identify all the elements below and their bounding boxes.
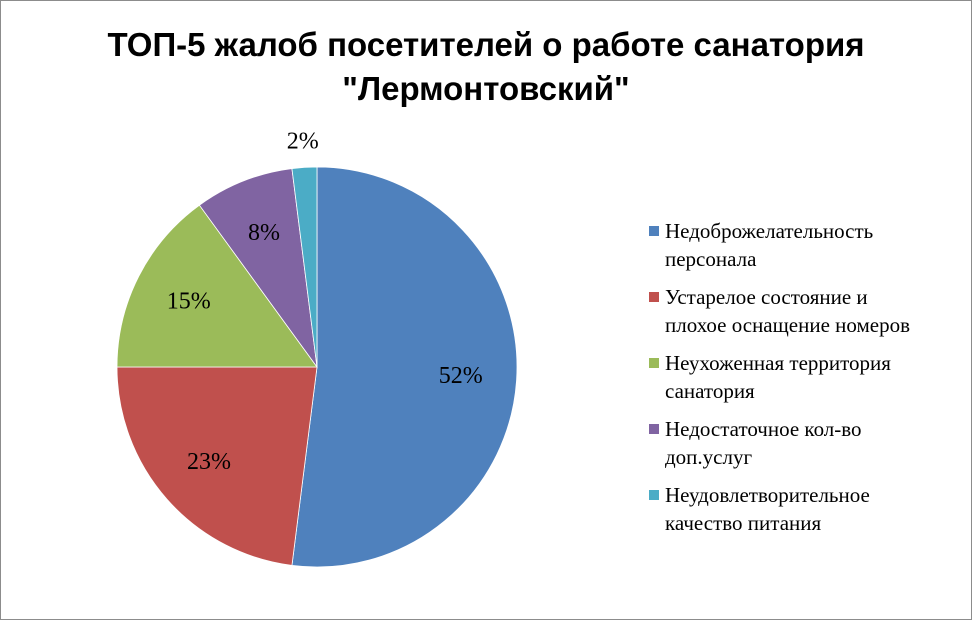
- legend-item: Недостаточное кол-во доп.услуг: [649, 415, 969, 471]
- data-label: 23%: [187, 449, 231, 475]
- pie-slice-3: [116, 204, 318, 368]
- data-label: 2%: [287, 128, 319, 154]
- legend-swatch: [649, 424, 659, 434]
- legend-label-line-2: плохое оснащение номеров: [665, 313, 911, 337]
- chart-title-line-1: ТОП-5 жалоб посетителей о работе санатор…: [107, 26, 865, 63]
- legend-label-line-2: качество питания: [665, 511, 822, 535]
- pie-slice-5: [291, 166, 318, 368]
- data-label: 8%: [248, 220, 280, 246]
- legend-swatch: [649, 358, 659, 368]
- legend-swatch: [649, 226, 659, 236]
- legend-item: Недоброжелательность персонала: [649, 217, 969, 273]
- data-label: 15%: [167, 289, 211, 315]
- pie-slice-2: [116, 366, 318, 566]
- legend-label-line-1: Недостаточное кол-во: [665, 417, 862, 441]
- legend-item: Неухоженная территория санатория: [649, 349, 969, 405]
- legend: Недоброжелательность персонала Устарелое…: [649, 217, 969, 547]
- legend-item: Устарелое состояние и плохое оснащение н…: [649, 283, 969, 339]
- legend-label-line-2: санатория: [665, 379, 755, 403]
- legend-label-line-1: Неудовлетворительное: [665, 483, 870, 507]
- chart-title-line-2: "Лермонтовский": [342, 70, 630, 107]
- pie-slice-1: [291, 166, 518, 568]
- legend-swatch: [649, 292, 659, 302]
- legend-label-line-2: персонала: [665, 247, 757, 271]
- legend-item: Неудовлетворительное качество питания: [649, 481, 969, 537]
- legend-label-line-1: Устарелое состояние и: [665, 285, 868, 309]
- pie-slice-4: [198, 168, 318, 368]
- legend-swatch: [649, 490, 659, 500]
- data-label: 52%: [439, 363, 483, 389]
- legend-label-line-1: Недоброжелательность: [665, 219, 874, 243]
- legend-label-line-2: доп.услуг: [665, 445, 753, 469]
- chart-title: ТОП-5 жалоб посетителей о работе санатор…: [1, 23, 971, 111]
- legend-label-line-1: Неухоженная территория: [665, 351, 891, 375]
